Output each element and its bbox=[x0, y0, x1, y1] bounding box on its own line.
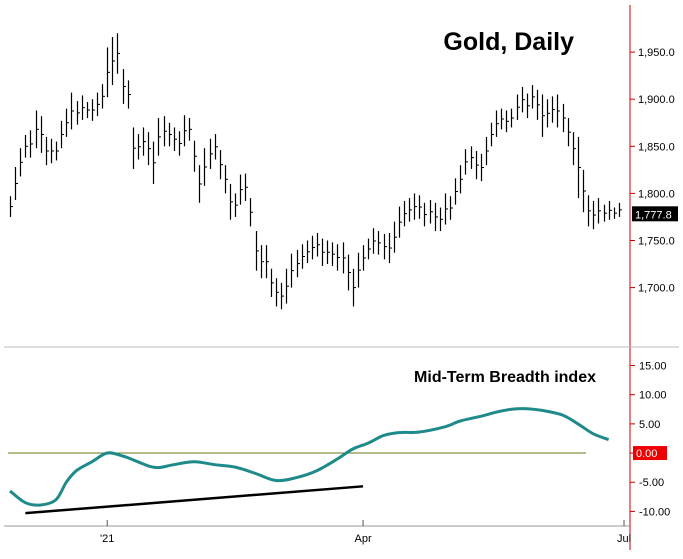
price-ytick-label: 1,800.0 bbox=[638, 188, 675, 200]
price-panel: 1,700.0 1,750.0 1,800.0 1,850.0 1,900.0 1,950… bbox=[9, 28, 678, 310]
chart-frame bbox=[4, 5, 679, 550]
breadth-chart-title: Mid-Term Breadth index bbox=[414, 369, 596, 386]
price-ytick-label: 1,900.0 bbox=[638, 94, 675, 106]
breadth-ytick-label: 5.00 bbox=[639, 419, 660, 431]
breadth-series-line bbox=[9, 407, 610, 507]
price-ytick-label: 1,700.0 bbox=[638, 283, 675, 295]
zero-badge-label: 0.00 bbox=[636, 448, 657, 460]
x-tick-label: Apr bbox=[354, 533, 371, 545]
price-ytick-label: 1,750.0 bbox=[638, 235, 675, 247]
last-price-badge-bg bbox=[632, 206, 678, 222]
zero-badge-bg bbox=[633, 446, 667, 461]
last-price-label: 1,777.8 bbox=[635, 209, 672, 221]
price-ytick-label: 1,950.0 bbox=[638, 47, 675, 59]
x-axis: '21 Apr Jul bbox=[100, 520, 631, 545]
x-tick-label: Jul bbox=[617, 533, 631, 545]
price-chart-title: Gold, Daily bbox=[443, 28, 574, 56]
price-axis: 1,700.0 1,750.0 1,800.0 1,850.0 1,900.0 1,950… bbox=[630, 47, 675, 295]
breadth-axis: -10.00 -5.00 5.00 10.00 15.00 bbox=[630, 361, 670, 518]
last-price-badge: 1,777.8 bbox=[632, 206, 678, 222]
breadth-panel: -10.00 -5.00 5.00 10.00 15.00 Mid-Term Bread… bbox=[8, 361, 670, 518]
x-tick-label: '21 bbox=[100, 533, 114, 545]
price-bars bbox=[9, 33, 622, 310]
breadth-ytick-label: 10.00 bbox=[639, 390, 667, 402]
price-ytick-label: 1,850.0 bbox=[638, 141, 675, 153]
breadth-ytick-label: -10.00 bbox=[639, 506, 670, 518]
breadth-trendline bbox=[25, 485, 364, 515]
breadth-ytick-label: 15.00 bbox=[639, 361, 667, 373]
breadth-ytick-label: -5.00 bbox=[639, 477, 664, 489]
zero-value-badge: 0.00 bbox=[633, 446, 667, 461]
